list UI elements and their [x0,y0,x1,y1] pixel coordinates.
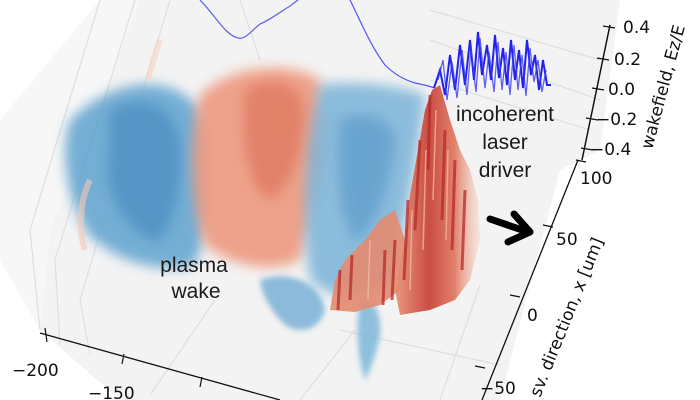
z-tick-label: −0.2 [596,110,637,130]
x-tick-label: −200 [12,361,59,381]
y-tick-label: 100 [580,169,612,189]
wake-surface [65,39,480,380]
y-tick-label: −50 [480,379,516,399]
annotation-text: wake [170,280,220,303]
annotation-text: driver [479,159,532,182]
z-tick-label: 0.2 [614,50,641,70]
wakefield-line [199,0,551,101]
annotation-plasma-wake: plasma wake [160,254,228,303]
x-tick-label: −150 [88,384,135,400]
annotation-incoherent-laser-driver: incoherent laser driver [456,103,554,182]
annotation-text: incoherent [456,103,554,126]
x-axis: −200 −150 [12,327,281,400]
arrow-icon [486,210,534,246]
y-tick-label: 0 [527,306,538,326]
annotation-text: laser [482,131,528,154]
annotation-text: plasma [160,254,228,277]
z-tick-label: 0.4 [623,18,650,38]
z-axis-label: wakefield, Ez/E [638,23,690,151]
z-tick-label: −0.4 [590,140,631,160]
z-tick-label: 0.0 [608,80,635,100]
y-tick-label: 50 [556,230,578,250]
